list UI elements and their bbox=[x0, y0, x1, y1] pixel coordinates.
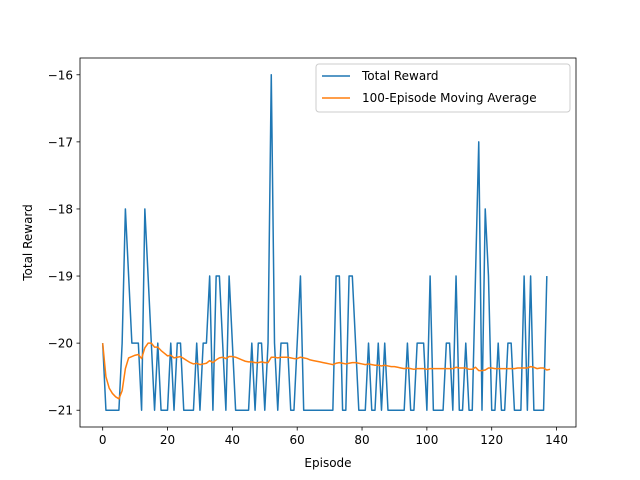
legend: Total Reward 100-Episode Moving Average bbox=[315, 63, 571, 113]
y-axis: −21 −20 −19 −18 −17 −16 bbox=[48, 68, 80, 418]
y-axis-label: Total Reward bbox=[21, 204, 35, 282]
x-axis: 0 20 40 60 80 100 120 140 bbox=[99, 427, 568, 447]
x-tick-label: 20 bbox=[160, 433, 175, 447]
x-tick-label: 100 bbox=[415, 433, 438, 447]
plot-frame bbox=[79, 57, 577, 428]
legend-label-moving-average: 100-Episode Moving Average bbox=[362, 91, 537, 105]
y-tick-label: −19 bbox=[48, 270, 73, 284]
total-reward-line bbox=[101, 74, 548, 411]
y-tick-label: −20 bbox=[48, 337, 73, 351]
y-tick-label: −18 bbox=[48, 202, 73, 216]
x-tick-label: 60 bbox=[290, 433, 305, 447]
y-tick-label: −21 bbox=[48, 404, 73, 418]
x-tick-label: 80 bbox=[354, 433, 369, 447]
x-axis-label: Episode bbox=[304, 456, 351, 470]
x-tick-label: 40 bbox=[225, 433, 240, 447]
moving-average-line bbox=[101, 342, 551, 400]
y-tick-label: −16 bbox=[48, 68, 73, 82]
legend-label-total-reward: Total Reward bbox=[361, 69, 439, 83]
legend-box bbox=[315, 63, 571, 113]
x-tick-label: 0 bbox=[99, 433, 107, 447]
series-layer bbox=[101, 74, 551, 411]
y-tick-label: −17 bbox=[48, 135, 73, 149]
x-tick-label: 120 bbox=[480, 433, 503, 447]
x-tick-label: 140 bbox=[545, 433, 568, 447]
